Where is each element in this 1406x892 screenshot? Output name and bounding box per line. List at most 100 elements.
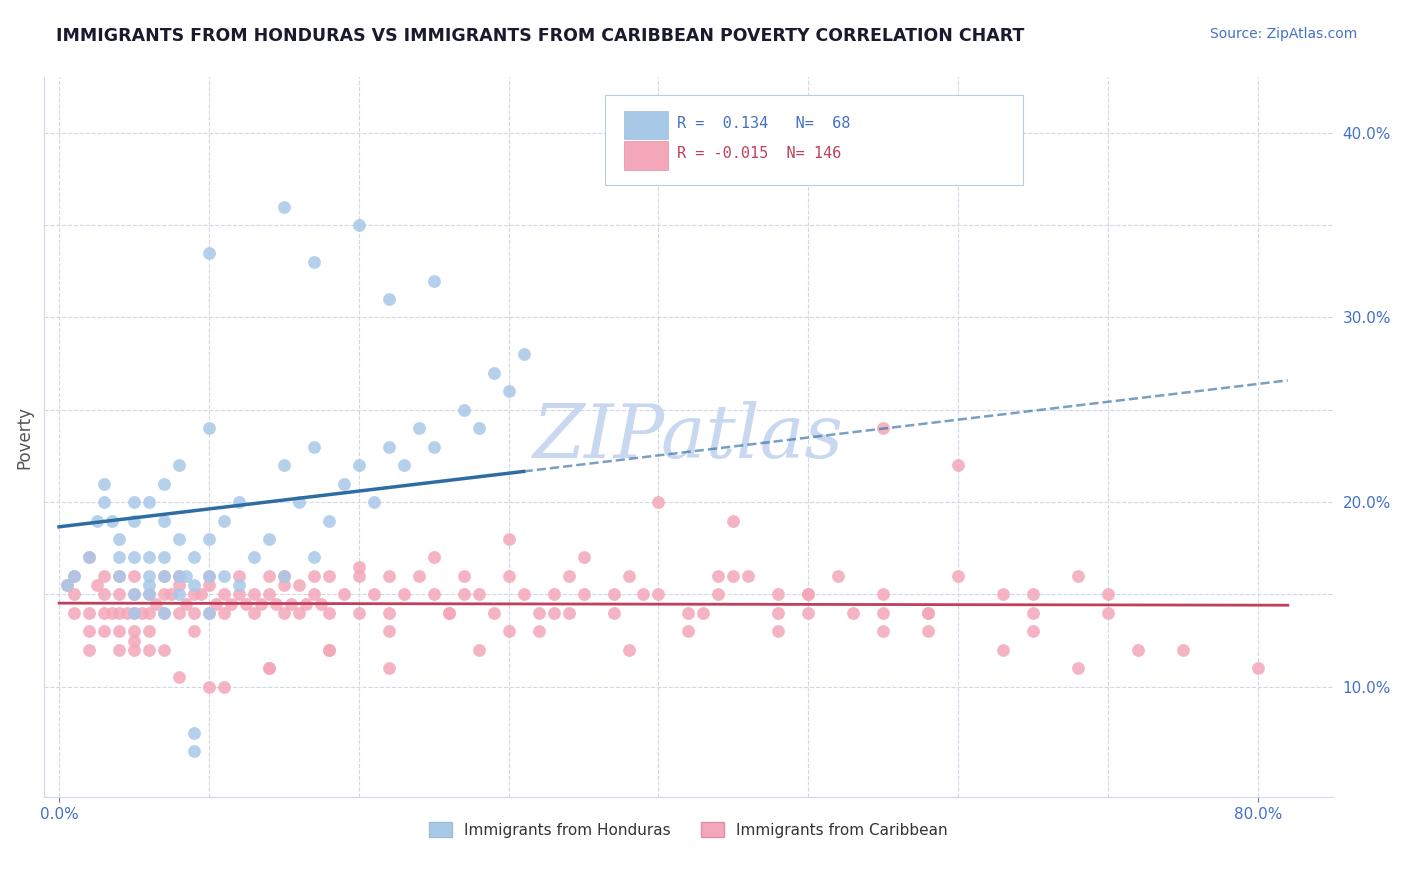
Point <box>377 606 399 620</box>
Point <box>138 569 160 583</box>
Point <box>288 495 311 509</box>
Point <box>917 624 939 639</box>
Y-axis label: Poverty: Poverty <box>15 406 32 469</box>
Point <box>108 569 131 583</box>
Point <box>108 642 131 657</box>
Point <box>946 458 969 472</box>
Point <box>572 550 595 565</box>
Point <box>422 587 444 601</box>
Point <box>1097 606 1119 620</box>
Point <box>273 606 295 620</box>
Point <box>302 550 325 565</box>
Point <box>723 514 745 528</box>
Point <box>153 606 176 620</box>
Text: ZIPatlas: ZIPatlas <box>533 401 844 474</box>
Point <box>198 606 221 620</box>
Legend: Immigrants from Honduras, Immigrants from Caribbean: Immigrants from Honduras, Immigrants fro… <box>423 815 955 844</box>
Point <box>167 458 190 472</box>
Point <box>543 606 565 620</box>
Point <box>122 606 145 620</box>
Point <box>93 587 115 601</box>
Point <box>797 587 820 601</box>
Point <box>917 606 939 620</box>
Point <box>768 624 790 639</box>
Point <box>145 597 167 611</box>
Point <box>377 661 399 675</box>
Point <box>235 597 257 611</box>
Point <box>183 624 205 639</box>
Point <box>122 587 145 601</box>
Point <box>153 587 176 601</box>
Point <box>422 273 444 287</box>
Point <box>243 606 266 620</box>
Point <box>917 606 939 620</box>
Point <box>100 514 122 528</box>
Point <box>1067 661 1090 675</box>
Point <box>122 550 145 565</box>
Point <box>498 532 520 546</box>
Point <box>1171 642 1194 657</box>
Point <box>453 587 475 601</box>
Point <box>408 421 430 435</box>
Point <box>280 597 302 611</box>
Point <box>273 569 295 583</box>
Point <box>617 642 640 657</box>
Point <box>273 458 295 472</box>
Point <box>692 606 714 620</box>
Point <box>63 587 86 601</box>
Point <box>1022 587 1045 601</box>
Point <box>363 587 385 601</box>
Point <box>153 550 176 565</box>
Point <box>768 606 790 620</box>
Point <box>1022 624 1045 639</box>
Point <box>377 624 399 639</box>
Point <box>108 532 131 546</box>
Point <box>176 569 198 583</box>
Point <box>557 569 579 583</box>
Point <box>512 587 534 601</box>
Point <box>228 587 250 601</box>
Point <box>77 550 100 565</box>
Point <box>678 606 700 620</box>
Point <box>198 680 221 694</box>
Point <box>183 726 205 740</box>
Point <box>318 569 340 583</box>
Point <box>318 606 340 620</box>
FancyBboxPatch shape <box>624 111 668 139</box>
Point <box>243 587 266 601</box>
Point <box>212 514 235 528</box>
Point <box>498 569 520 583</box>
Point <box>257 661 280 675</box>
Point <box>122 606 145 620</box>
Point <box>273 569 295 583</box>
Point <box>167 569 190 583</box>
Point <box>527 606 550 620</box>
Point <box>138 587 160 601</box>
Point <box>302 440 325 454</box>
Point <box>86 578 108 592</box>
Point <box>167 670 190 684</box>
Point <box>333 587 356 601</box>
Point <box>153 606 176 620</box>
Point <box>302 587 325 601</box>
Point <box>122 624 145 639</box>
Point <box>872 587 894 601</box>
Point <box>318 642 340 657</box>
Point <box>572 587 595 601</box>
Point <box>437 606 460 620</box>
Point <box>212 606 235 620</box>
Point <box>100 606 122 620</box>
Point <box>318 642 340 657</box>
Point <box>797 606 820 620</box>
Point <box>122 642 145 657</box>
Point <box>198 569 221 583</box>
Point <box>228 578 250 592</box>
Point <box>1067 569 1090 583</box>
Point <box>347 569 370 583</box>
Point <box>250 597 273 611</box>
Point <box>602 606 624 620</box>
Point <box>527 624 550 639</box>
Point <box>77 624 100 639</box>
Point <box>212 587 235 601</box>
Point <box>198 578 221 592</box>
